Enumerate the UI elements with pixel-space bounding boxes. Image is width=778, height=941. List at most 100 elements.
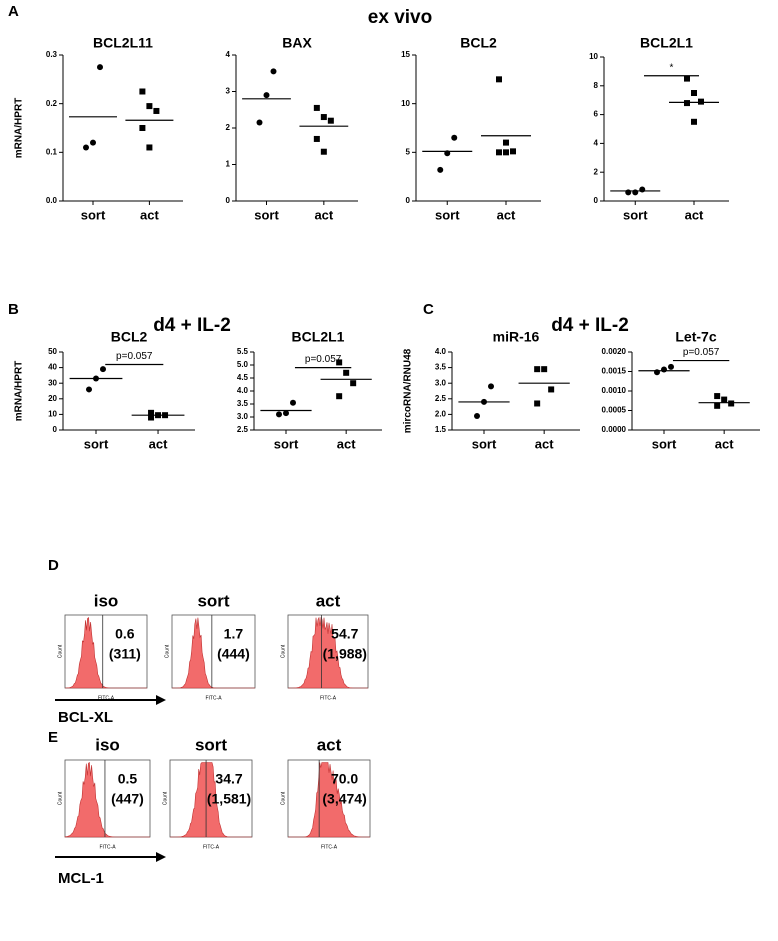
x-tick-label: sort [274, 436, 299, 451]
histogram [64, 761, 150, 838]
data-point [153, 107, 160, 114]
y-tick-label: 15 [401, 50, 410, 59]
y-tick-label: 1.5 [435, 425, 447, 434]
data-point [668, 363, 674, 370]
panel-label: D [48, 557, 59, 574]
y-tick-label: 8 [594, 81, 599, 90]
chart-title: BCL2 [460, 35, 497, 51]
y-tick-label: 3 [226, 87, 231, 96]
section-title: ex vivo [368, 7, 432, 28]
axis-label: Count [164, 644, 170, 658]
x-tick-label: sort [623, 207, 648, 222]
axis-label: FITC-A [99, 844, 116, 850]
panel-header: iso [94, 591, 119, 610]
y-tick-label: 2.0 [435, 410, 447, 419]
data-point [263, 92, 270, 99]
data-point [313, 104, 320, 111]
data-point [343, 369, 350, 376]
chart-title: BCL2 [111, 329, 148, 345]
y-tick-label: 2 [226, 123, 231, 132]
data-point [148, 409, 155, 416]
y-tick-label: 0.2 [46, 99, 58, 108]
y-tick-label: 5.0 [237, 360, 249, 369]
axis-label: FITC-A [203, 844, 220, 850]
data-point [714, 393, 721, 400]
gate-percent: 54.7 [331, 626, 358, 642]
axis-label: FITC-A [205, 695, 222, 701]
panel-header: act [316, 591, 341, 610]
x-tick-label: sort [81, 207, 106, 222]
data-point [276, 411, 282, 418]
chart-title: BCL2L11 [93, 35, 153, 51]
histogram-frame [171, 614, 256, 689]
data-point [496, 76, 502, 83]
histogram [170, 762, 252, 838]
axis-label: FITC-A [321, 844, 338, 850]
gate-percent: 1.7 [224, 626, 244, 642]
y-tick-label: 4.0 [435, 347, 447, 356]
y-tick-label: 4.5 [237, 373, 249, 382]
marker-label: MCL-1 [58, 870, 104, 887]
data-point [488, 383, 494, 390]
data-point [336, 393, 343, 400]
y-tick-label: 0.0010 [602, 386, 627, 395]
data-point [684, 100, 690, 107]
x-tick-label: act [140, 207, 159, 222]
y-tick-label: 0 [594, 196, 599, 205]
y-tick-label: 2 [594, 167, 599, 176]
axis-label: FITC-A [320, 695, 337, 701]
data-point [639, 186, 646, 193]
x-tick-label: act [715, 436, 734, 451]
data-point [714, 402, 721, 409]
section-title: d4 + IL-2 [153, 315, 231, 336]
data-point [541, 366, 548, 373]
y-tick-label: 0.1 [46, 147, 58, 156]
data-point [661, 366, 667, 373]
gate-percent: 70.0 [331, 771, 358, 787]
y-tick-label: 50 [48, 347, 57, 356]
data-point [691, 118, 697, 125]
panel-label: B [8, 301, 19, 318]
histogram [65, 617, 147, 689]
data-point [270, 68, 277, 75]
x-tick-label: sort [472, 436, 497, 451]
y-tick-label: 2.5 [435, 394, 447, 403]
y-tick-label: 2.5 [237, 425, 249, 434]
x-tick-label: act [685, 207, 704, 222]
significance-label: p=0.057 [116, 351, 153, 362]
panel-header: act [317, 735, 342, 754]
y-tick-label: 0 [406, 196, 411, 205]
y-tick-label: 0.0005 [602, 406, 627, 415]
marker-label: BCL-XL [58, 709, 113, 726]
data-point [451, 134, 458, 141]
y-tick-label: 1 [226, 160, 231, 169]
data-point [625, 189, 632, 196]
axis-label: Count [280, 791, 286, 805]
data-point [320, 114, 327, 121]
section-title: d4 + IL-2 [551, 315, 629, 336]
gate-mfi: (3,474) [322, 791, 366, 807]
panel-header: iso [95, 735, 120, 754]
panel-header: sort [195, 735, 227, 754]
arrow-head [156, 852, 166, 862]
data-point [474, 412, 480, 419]
data-point [86, 386, 92, 393]
chart-title: BCL2L1 [640, 35, 693, 51]
y-tick-label: 10 [401, 99, 410, 108]
data-point [139, 88, 146, 95]
x-tick-label: act [149, 436, 168, 451]
data-point [139, 125, 146, 131]
chart-title: BCL2L1 [292, 329, 345, 345]
data-point [290, 399, 296, 406]
gate-percent: 34.7 [215, 771, 242, 787]
data-point [503, 149, 509, 156]
y-tick-label: 20 [48, 394, 57, 403]
data-point [503, 139, 509, 146]
data-point [327, 117, 334, 124]
y-tick-label: 40 [48, 363, 57, 372]
data-point [350, 380, 357, 387]
data-point [256, 119, 263, 126]
gate-mfi: (1,988) [323, 646, 367, 662]
x-tick-label: sort [435, 207, 460, 222]
x-tick-label: act [314, 207, 333, 222]
